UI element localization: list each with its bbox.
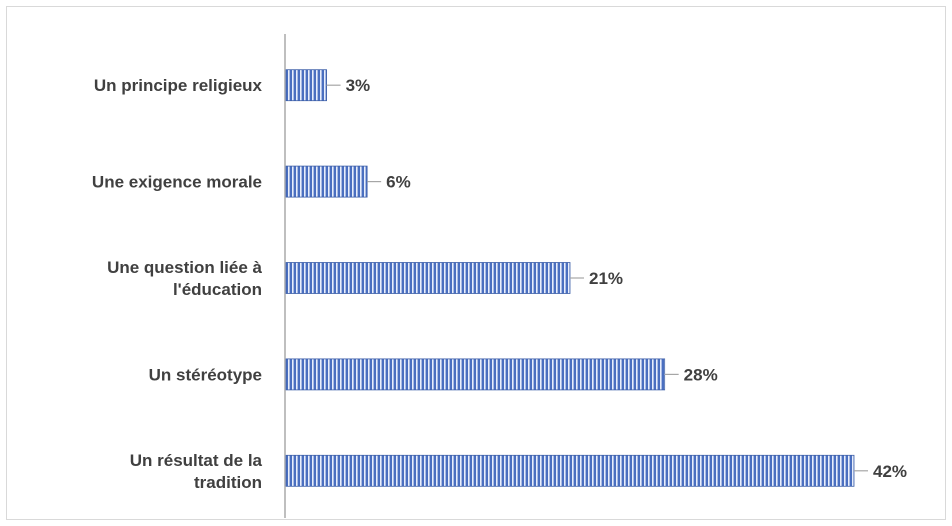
bar-2	[285, 262, 571, 294]
category-label-line: Une question liée à	[107, 258, 262, 277]
category-label-1: Une exigence morale	[92, 173, 262, 192]
category-label-line: l'éducation	[173, 280, 262, 299]
labels-layer: 3% Un principe religieux 6% Une exigence mo…	[92, 76, 907, 492]
category-label-4: Un résultat de la tradition	[130, 451, 263, 492]
category-label-line: Un résultat de la	[130, 451, 263, 470]
category-label-2: Une question liée à l'éducation	[107, 258, 262, 299]
data-label-0: 3%	[346, 76, 371, 95]
category-label-3: Un stéréotype	[149, 365, 262, 384]
bar-0	[285, 69, 327, 102]
data-label-1: 6%	[386, 173, 411, 192]
data-label-2: 21%	[589, 269, 623, 288]
category-label-line: Une exigence morale	[92, 173, 262, 192]
data-label-4: 42%	[873, 462, 907, 481]
category-label-line: Un stéréotype	[149, 365, 262, 384]
bars-layer	[285, 69, 855, 487]
category-label-line: Un principe religieux	[94, 76, 263, 95]
bar-3	[285, 358, 666, 391]
data-label-3: 28%	[684, 365, 718, 384]
bar-4	[285, 454, 855, 487]
bar-1	[285, 165, 368, 198]
category-label-line: tradition	[194, 473, 262, 492]
category-label-0: Un principe religieux	[94, 76, 263, 95]
